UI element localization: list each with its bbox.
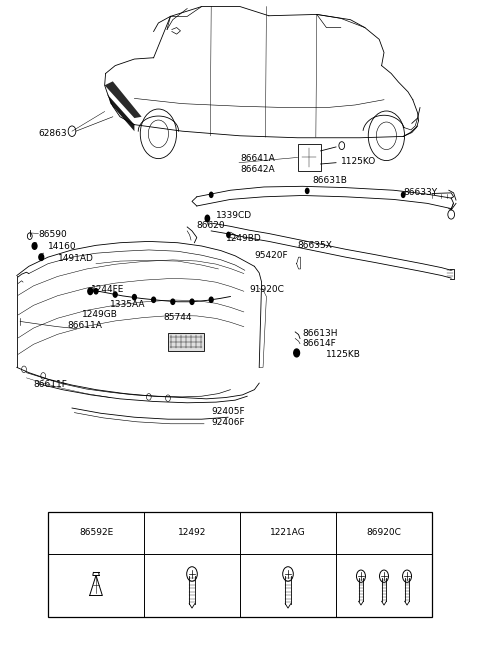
Text: 86642A: 86642A bbox=[240, 165, 275, 174]
Bar bbox=[48, 512, 432, 617]
Text: 86641A: 86641A bbox=[240, 154, 275, 163]
Text: 1125KO: 1125KO bbox=[341, 157, 376, 166]
Text: 86635X: 86635X bbox=[298, 241, 333, 250]
Circle shape bbox=[305, 188, 310, 194]
Circle shape bbox=[401, 192, 406, 198]
Text: 86920C: 86920C bbox=[367, 528, 401, 537]
Text: 14160: 14160 bbox=[48, 242, 77, 251]
Text: 86611A: 86611A bbox=[67, 321, 102, 330]
Text: 95420F: 95420F bbox=[254, 251, 288, 260]
Text: 1125KB: 1125KB bbox=[326, 350, 361, 359]
Text: 86592E: 86592E bbox=[79, 528, 113, 537]
Circle shape bbox=[132, 295, 136, 300]
Text: 92406F: 92406F bbox=[211, 418, 245, 427]
Text: 85744: 85744 bbox=[163, 313, 192, 322]
Circle shape bbox=[294, 349, 300, 357]
Text: 1491AD: 1491AD bbox=[58, 254, 94, 263]
Text: 86590: 86590 bbox=[38, 230, 67, 239]
Text: 92405F: 92405F bbox=[211, 407, 245, 417]
Polygon shape bbox=[108, 95, 134, 131]
Text: 86620: 86620 bbox=[197, 221, 226, 230]
Bar bbox=[168, 333, 204, 351]
Text: 86613H: 86613H bbox=[302, 329, 338, 338]
Text: 86614F: 86614F bbox=[302, 339, 336, 348]
Text: 91920C: 91920C bbox=[250, 285, 285, 295]
Text: 1249GB: 1249GB bbox=[82, 310, 118, 319]
Text: 1249BD: 1249BD bbox=[226, 234, 261, 243]
Circle shape bbox=[209, 297, 213, 302]
Circle shape bbox=[204, 215, 210, 222]
Bar bbox=[298, 144, 321, 171]
Circle shape bbox=[113, 292, 117, 297]
Text: 1244FE: 1244FE bbox=[91, 285, 125, 295]
Circle shape bbox=[88, 288, 93, 295]
Text: 86631B: 86631B bbox=[312, 176, 347, 185]
Text: 86611F: 86611F bbox=[34, 380, 68, 389]
Circle shape bbox=[39, 254, 44, 260]
Circle shape bbox=[190, 299, 194, 304]
Circle shape bbox=[152, 297, 156, 302]
Circle shape bbox=[209, 192, 214, 198]
Circle shape bbox=[226, 232, 231, 238]
Polygon shape bbox=[105, 81, 142, 118]
Text: 12492: 12492 bbox=[178, 528, 206, 537]
Circle shape bbox=[94, 289, 98, 294]
Circle shape bbox=[32, 243, 37, 249]
Text: 1339CD: 1339CD bbox=[216, 211, 252, 220]
Text: 1221AG: 1221AG bbox=[270, 528, 306, 537]
Text: 62863: 62863 bbox=[38, 129, 67, 138]
Text: 86633Y: 86633Y bbox=[403, 188, 437, 197]
Circle shape bbox=[171, 299, 175, 304]
Text: 1335AA: 1335AA bbox=[110, 300, 146, 309]
